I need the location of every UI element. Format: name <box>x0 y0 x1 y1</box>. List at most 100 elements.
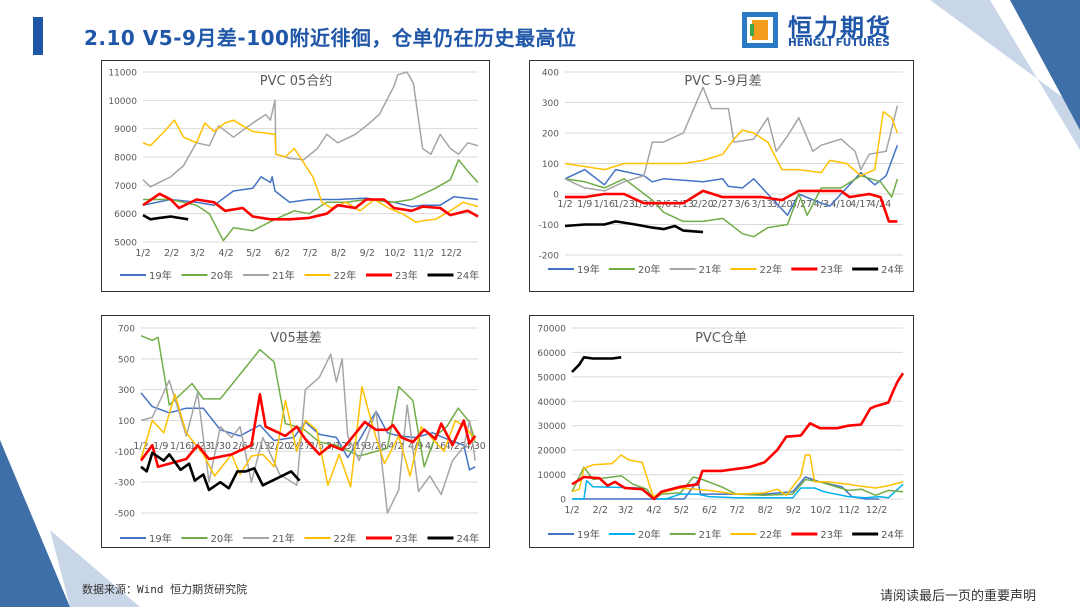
chart-title: PVC仓单 <box>695 331 747 346</box>
y-tick-label: 5000 <box>114 239 137 249</box>
legend-label: 19年 <box>577 528 600 541</box>
logo-mark-icon <box>742 12 778 48</box>
logo-text-cn: 恒力期货 <box>788 14 892 42</box>
x-tick-label: 7/2 <box>302 248 317 259</box>
y-tick-label: 60000 <box>537 349 566 359</box>
x-tick-label: 3/19 <box>346 441 367 452</box>
x-tick-label: 1/2 <box>557 199 572 210</box>
x-tick-label: 4/10 <box>830 199 851 210</box>
chart-pvc05-svg: 5000 6000 7000 8000 9000 10000 11000 1/2 2/2 3/2 4… <box>108 69 479 283</box>
y-tick-label: 0 <box>553 191 559 201</box>
x-tick-label: 10/2 <box>384 248 405 259</box>
x-tick-label: 1/16 <box>170 441 191 452</box>
y-tick-label: 50000 <box>537 373 566 383</box>
x-tick-label: 5/2 <box>246 248 261 259</box>
page-title: 2.10 V5-9月差-100附近徘徊，仓单仍在历史最高位 <box>84 26 577 50</box>
x-tick-label: 8/2 <box>758 505 773 516</box>
legend-label: 22年 <box>760 263 783 276</box>
series-line-21年 <box>142 71 479 188</box>
chart-title: PVC 5-9月差 <box>684 74 761 89</box>
y-tick-label: 100 <box>118 417 135 427</box>
legend-label: 24年 <box>457 532 480 545</box>
x-tick-label: 4/2 <box>218 248 233 259</box>
logo-text-en: HENGLI FUTURES <box>788 37 890 49</box>
y-tick-label: 10000 <box>108 97 137 107</box>
y-tick-label: 300 <box>542 99 559 109</box>
x-tick-label: 4/2 <box>646 505 661 516</box>
y-tick-label: -500 <box>115 510 136 520</box>
series-line-24年 <box>142 213 189 221</box>
x-tick-label: 9/2 <box>786 505 801 516</box>
data-source: 数据来源：Wind 恒力期货研究院 <box>82 583 248 596</box>
legend-label: 19年 <box>577 263 600 276</box>
legend-label: 20年 <box>211 532 234 545</box>
x-tick-label: 4/9 <box>408 441 423 452</box>
legend-label: 21年 <box>272 269 295 282</box>
y-tick-label: 700 <box>118 325 135 335</box>
legend-label: 21年 <box>699 263 722 276</box>
series-line-22年 <box>564 110 899 177</box>
series-line-24年 <box>140 451 301 492</box>
legend-label: 23年 <box>820 263 843 276</box>
legend-label: 22年 <box>334 532 357 545</box>
y-tick-label: 70000 <box>537 325 566 335</box>
legend-label: 22年 <box>334 269 357 282</box>
series-line-19年 <box>142 176 479 208</box>
series-line-21年 <box>571 466 904 500</box>
chart-spread59-svg: -200 -100 0 100 200 300 400 1/2 1/9 1/161/231/30 2… <box>539 69 904 277</box>
chart-basis05-svg: -500 -300 -100 100 300 500 700 1/2 1/9 1/161/231/… <box>115 325 486 546</box>
title-accent-bar <box>33 17 43 55</box>
x-tick-label: 1/23 <box>190 441 211 452</box>
legend-label: 20年 <box>638 528 661 541</box>
y-tick-label: 0 <box>560 496 566 506</box>
x-tick-label: 6/2 <box>275 248 290 259</box>
chart-spread59: -200 -100 0 100 200 300 400 1/2 1/9 1/16 1/23 1/30 2… <box>529 60 914 292</box>
x-tick-label: 12/2 <box>866 505 887 516</box>
y-tick-label: 8000 <box>114 154 137 164</box>
x-tick-label: 3/2 <box>618 505 633 516</box>
x-tick-label: 3/2 <box>190 248 205 259</box>
series-line-19年 <box>564 144 899 217</box>
series-line-21年 <box>564 86 899 192</box>
series-line-19年 <box>140 392 476 471</box>
series-line-22年 <box>571 454 904 498</box>
series-line-23年 <box>139 393 477 469</box>
series-line-24年 <box>571 355 622 373</box>
x-tick-label: 11/2 <box>413 248 434 259</box>
legend-label: 20年 <box>638 263 661 276</box>
x-tick-label: 11/2 <box>839 505 860 516</box>
series-line-23年 <box>571 372 905 501</box>
series-line-23年 <box>142 192 479 221</box>
y-tick-label: -100 <box>539 221 560 231</box>
y-tick-label: 9000 <box>114 125 137 135</box>
x-tick-label: 2/6 <box>232 441 247 452</box>
chart-pvc05: 5000 6000 7000 8000 9000 10000 11000 1/2 2/2 3/2 4… <box>101 60 490 292</box>
series-line-20年 <box>143 159 479 242</box>
series-line-21年 <box>140 353 476 514</box>
x-tick-label: 4/17 <box>850 199 871 210</box>
series-line-24年 <box>564 220 704 234</box>
y-tick-label: 10000 <box>537 471 566 481</box>
legend-label: 23年 <box>395 532 418 545</box>
y-tick-label: 20000 <box>537 447 566 457</box>
y-tick-label: 300 <box>118 386 135 396</box>
legend-label: 22年 <box>760 528 783 541</box>
legend-label: 24年 <box>881 263 904 276</box>
x-tick-label: 4/30 <box>464 441 485 452</box>
x-tick-label: 6/2 <box>702 505 717 516</box>
legend-label: 24年 <box>881 528 904 541</box>
y-tick-label: 6000 <box>114 210 137 220</box>
chart-title: V05基差 <box>270 331 321 346</box>
x-tick-label: 2/2 <box>164 248 179 259</box>
x-tick-label: 4/2 <box>388 441 403 452</box>
x-tick-label: 3/27 <box>791 199 812 210</box>
top-right-decoration <box>930 0 1080 150</box>
x-tick-label: 4/24 <box>870 199 891 210</box>
series-line-22年 <box>142 119 479 223</box>
x-tick-label: 2/20 <box>692 199 713 210</box>
x-tick-label: 1/9 <box>153 441 168 452</box>
x-tick-label: 2/2 <box>593 505 608 516</box>
x-tick-label: 3/6 <box>735 199 750 210</box>
x-tick-label: 1/30 <box>210 441 231 452</box>
legend-label: 23年 <box>820 528 843 541</box>
